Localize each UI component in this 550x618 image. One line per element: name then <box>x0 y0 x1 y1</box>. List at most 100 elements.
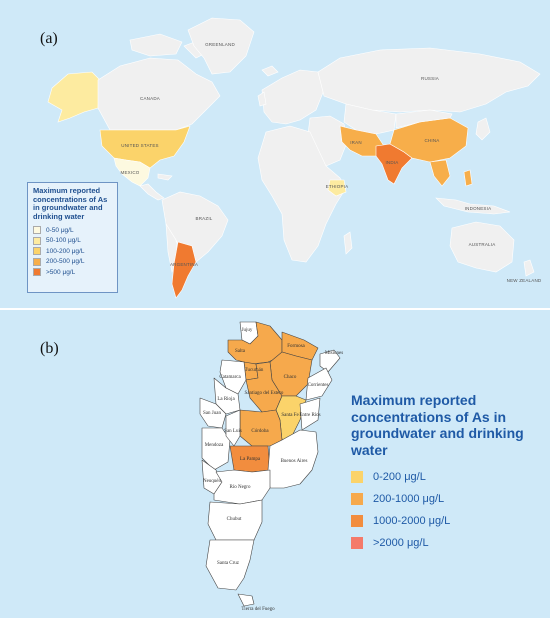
legend-item: 200-1000 μg/L <box>351 488 541 510</box>
legend-item: 200-500 μg/L <box>33 257 112 268</box>
region-argentina <box>171 241 197 299</box>
panel-label-a: (a) <box>40 30 58 47</box>
legend-swatch <box>33 268 41 277</box>
region-philippines <box>463 169 473 187</box>
label-jujuy: Jujuy <box>242 328 253 333</box>
legend-swatch <box>33 247 41 256</box>
label-san-juan: San Juan <box>203 411 221 416</box>
region-madagascar <box>343 231 353 255</box>
country-labels: GREENLAND RUSSIA CANADA UNITED STATES ME… <box>121 42 542 283</box>
label-tucuman: Tucumán <box>245 368 264 373</box>
label-indonesia: INDONESIA <box>465 206 492 211</box>
label-mendoza: Mendoza <box>205 443 224 448</box>
label-ethiopia: ETHIOPIA <box>326 184 349 189</box>
region-central-asia <box>343 103 397 135</box>
label-santa-cruz: Santa Cruz <box>217 561 240 566</box>
label-chubut: Chubut <box>227 517 242 522</box>
label-cordoba: Córdoba <box>251 429 269 434</box>
region-canada <box>97 57 221 131</box>
region-uk <box>257 91 267 107</box>
region-usa <box>99 125 191 169</box>
legend-swatch <box>33 226 41 235</box>
label-la-rioja: La Rioja <box>217 397 235 402</box>
legend-swatch <box>33 236 41 245</box>
legend-item: 0-50 μg/L <box>33 225 112 236</box>
legend-swatch <box>351 471 363 483</box>
legend-swatch <box>351 515 363 527</box>
label-salta: Salta <box>235 349 246 354</box>
legend-item-label: 200-1000 μg/L <box>373 493 445 505</box>
label-mexico: MEXICO <box>121 170 140 175</box>
legend-swatch <box>351 493 363 505</box>
label-santiago: Santiago del Estero <box>245 391 284 396</box>
label-india: INDIA <box>385 160 398 165</box>
province-cordoba <box>239 409 283 447</box>
region-se-asia <box>429 159 451 187</box>
legend-item: >2000 μg/L <box>351 532 541 554</box>
label-buenos-aires: Buenos Aires <box>281 459 308 464</box>
legend-item: 0-200 μg/L <box>351 466 541 488</box>
label-entre-rios: Entre Ríos <box>299 413 320 418</box>
province-entre-rios <box>299 397 321 431</box>
label-argentina: ARGENTINA <box>170 262 198 267</box>
label-santa-fe: Santa Fe <box>281 413 299 418</box>
province-chubut <box>207 499 263 541</box>
region-europe <box>261 69 325 125</box>
legend-argentina: Maximum reported concentrations of As in… <box>351 392 541 554</box>
legend-item-label: >500 μg/L <box>46 268 76 276</box>
legend-world: Maximum reported concentrations of As in… <box>27 182 118 293</box>
label-chaco: Chaco <box>284 375 297 380</box>
region-central-america <box>139 183 165 201</box>
label-misiones: Misiones <box>325 351 343 356</box>
label-brazil: BRAZIL <box>196 216 213 221</box>
world-map-panel: GREENLAND RUSSIA CANADA UNITED STATES ME… <box>0 0 550 308</box>
region-iceland <box>261 65 279 77</box>
region-mexico <box>113 157 151 187</box>
argentina-map: Jujuy Salta Formosa Misiones Chaco Tucum… <box>199 321 343 612</box>
label-new-zealand: NEW ZEALAND <box>507 278 542 283</box>
region-greenland <box>187 17 255 75</box>
label-neuquen: Neuquén <box>203 479 222 484</box>
legend-item-label: 50-100 μg/L <box>46 237 81 245</box>
legend-swatch <box>351 537 363 549</box>
label-canada: CANADA <box>140 96 160 101</box>
legend-item-label: 200-500 μg/L <box>46 258 85 266</box>
label-formosa: Formosa <box>287 344 305 349</box>
province-tierra-del-fuego <box>237 593 255 607</box>
legend-item: 1000-2000 μg/L <box>351 510 541 532</box>
label-corrientes: Corrientes <box>308 383 329 388</box>
legend-item: >500 μg/L <box>33 267 112 278</box>
region-japan <box>475 117 491 141</box>
label-la-pampa: La Pampa <box>240 457 261 462</box>
province-mendoza <box>201 427 231 471</box>
region-caribbean <box>157 173 173 181</box>
argentina-map-panel: Jujuy Salta Formosa Misiones Chaco Tucum… <box>0 310 550 618</box>
label-australia: AUSTRALIA <box>469 242 496 247</box>
label-greenland: GREENLAND <box>205 42 235 47</box>
label-rio-negro: Río Negro <box>230 485 251 490</box>
legend-item-label: 0-200 μg/L <box>373 471 426 483</box>
region-africa <box>257 125 347 263</box>
region-indonesia <box>435 197 511 215</box>
legend-item-label: 100-200 μg/L <box>46 247 85 255</box>
region-new-zealand <box>523 259 535 277</box>
legend-item-label: >2000 μg/L <box>373 537 429 549</box>
legend-title: Maximum reported concentrations of As in… <box>351 392 524 458</box>
province-misiones <box>319 349 341 373</box>
label-iran: IRAN <box>350 140 362 145</box>
panel-label-b: (b) <box>40 340 59 357</box>
legend-item-label: 1000-2000 μg/L <box>373 515 451 527</box>
region-ethiopia <box>327 179 347 197</box>
world-map: GREENLAND RUSSIA CANADA UNITED STATES ME… <box>47 17 542 299</box>
legend-swatch <box>33 257 41 266</box>
label-san-luis: San Luis <box>224 429 242 434</box>
legend-title: Maximum reported concentrations of As in… <box>33 186 108 221</box>
legend-item: 50-100 μg/L <box>33 236 112 247</box>
province-corrientes <box>305 367 333 401</box>
label-tierra-del-fuego: Tierra del Fuego <box>241 607 275 612</box>
province-buenos-aires <box>267 429 319 489</box>
province-labels: Jujuy Salta Formosa Misiones Chaco Tucum… <box>203 328 343 612</box>
region-australia <box>449 221 515 273</box>
legend-item-label: 0-50 μg/L <box>46 226 74 234</box>
province-santa-cruz <box>205 539 255 591</box>
